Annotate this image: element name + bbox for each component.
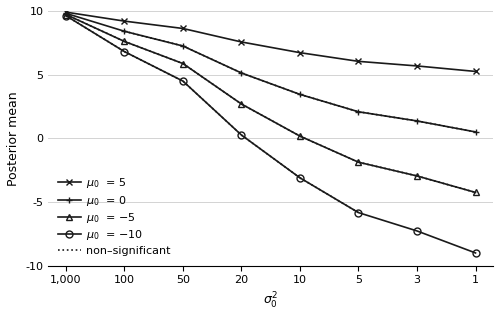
$\mu_0$  = 5: [414, 64, 420, 68]
$\mu_0$  = 5: [297, 51, 303, 55]
$\mu_0$  = 0: [63, 11, 69, 15]
$\mu_0$  = $-$5: [472, 190, 478, 194]
Line: $\mu_0$  = $-$5: $\mu_0$ = $-$5: [62, 11, 479, 196]
$\mu_0$  = $-$5: [297, 134, 303, 138]
$\mu_0$  = 0: [180, 44, 186, 48]
$\mu_0$  = $-$10: [472, 251, 478, 255]
$\mu_0$  = $-$10: [180, 79, 186, 83]
$\mu_0$  = 5: [238, 40, 244, 44]
$\mu_0$  = 5: [472, 70, 478, 73]
$\mu_0$  = 0: [122, 29, 128, 33]
$\mu_0$  = $-$10: [63, 14, 69, 17]
$\mu_0$  = 5: [356, 59, 362, 63]
$\mu_0$  = $-$5: [180, 62, 186, 66]
Line: $\mu_0$  = $-$10: $\mu_0$ = $-$10: [62, 12, 479, 256]
Line: $\mu_0$  = 5: $\mu_0$ = 5: [62, 9, 479, 75]
$\mu_0$  = 5: [122, 19, 128, 23]
$\mu_0$  = $-$5: [63, 13, 69, 17]
$\mu_0$  = 0: [472, 130, 478, 134]
$\mu_0$  = $-$5: [414, 174, 420, 178]
$\mu_0$  = 0: [414, 119, 420, 123]
$\mu_0$  = $-$10: [297, 176, 303, 180]
$\mu_0$  = $-$5: [356, 160, 362, 164]
$\mu_0$  = 0: [356, 110, 362, 114]
$\mu_0$  = 0: [238, 71, 244, 75]
$\mu_0$  = 5: [180, 27, 186, 31]
$\mu_0$  = $-$10: [414, 229, 420, 233]
$\mu_0$  = 5: [63, 10, 69, 14]
$\mu_0$  = $-$5: [122, 39, 128, 43]
$\mu_0$  = $-$5: [238, 102, 244, 106]
$\mu_0$  = $-$10: [356, 211, 362, 215]
X-axis label: $\sigma_0^2$: $\sigma_0^2$: [263, 291, 278, 311]
$\mu_0$  = $-$10: [122, 50, 128, 53]
Line: $\mu_0$  = 0: $\mu_0$ = 0: [62, 10, 479, 135]
$\mu_0$  = $-$10: [238, 133, 244, 137]
$\mu_0$  = 0: [297, 93, 303, 96]
Legend: $\mu_0$  = 5, $\mu_0$  = 0, $\mu_0$  = $-$5, $\mu_0$  = $-$10, non–significant: $\mu_0$ = 5, $\mu_0$ = 0, $\mu_0$ = $-$5…: [54, 172, 175, 260]
Y-axis label: Posterior mean: Posterior mean: [7, 91, 20, 186]
